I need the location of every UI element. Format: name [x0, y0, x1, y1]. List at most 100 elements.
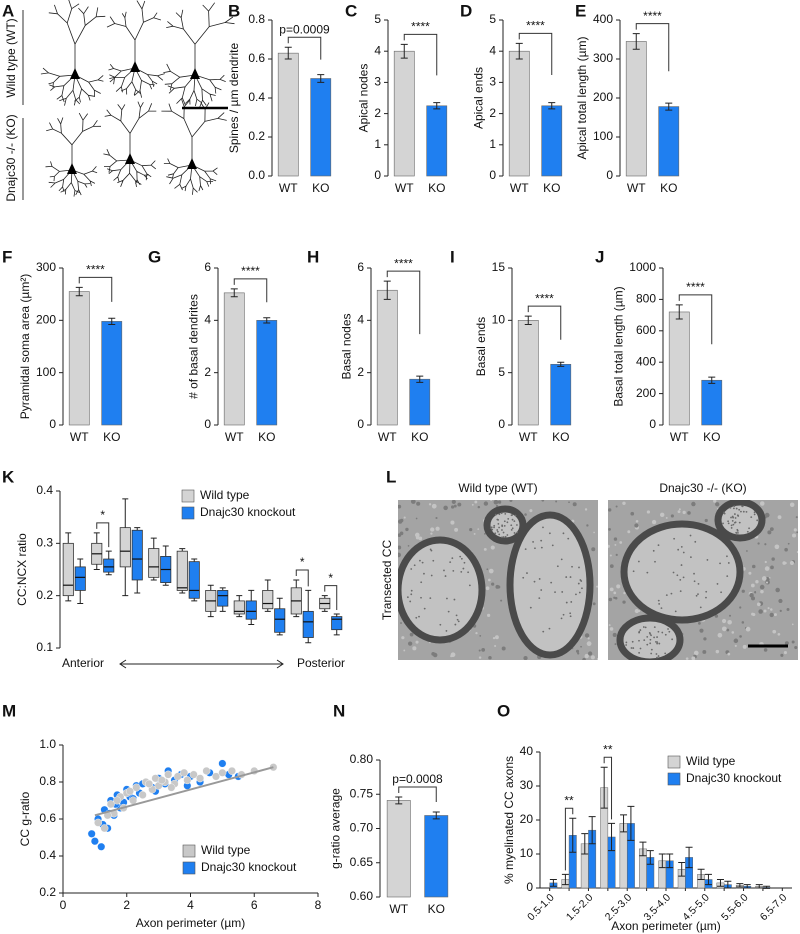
em-texture — [691, 501, 696, 507]
axoplasm — [502, 536, 505, 538]
em-texture — [615, 505, 618, 508]
y-axis-label: # of basal dendrites — [186, 294, 200, 399]
axoplasm — [654, 560, 656, 563]
axoplasm — [511, 518, 514, 521]
em-texture — [763, 609, 767, 613]
axoplasm — [735, 533, 738, 536]
axoplasm — [750, 516, 753, 519]
significance-label: **** — [643, 9, 662, 23]
significance-label: * — [100, 508, 105, 522]
y-tick-label: 400 — [636, 354, 656, 368]
em-texture — [453, 504, 457, 508]
point — [180, 768, 189, 777]
significance-bracket — [398, 786, 437, 803]
axoplasm — [561, 591, 564, 593]
panel-letter: M — [2, 701, 16, 720]
axoplasm — [462, 567, 465, 570]
error-bar — [632, 33, 640, 50]
y-axis-label: Apical total length (µm) — [575, 37, 589, 160]
em-texture — [577, 652, 580, 655]
em-texture — [721, 626, 727, 632]
axoplasm — [738, 521, 741, 524]
em-texture — [592, 602, 596, 606]
x-tick-label: WT — [279, 181, 298, 195]
em-texture — [509, 500, 513, 503]
axoplasm — [507, 517, 510, 520]
significance-bracket — [287, 36, 322, 60]
em-texture — [623, 591, 626, 595]
em-texture — [590, 655, 595, 660]
axoplasm — [730, 527, 733, 529]
em-texture — [587, 637, 590, 640]
em-texture — [488, 655, 492, 660]
em-texture — [495, 504, 499, 508]
em-texture — [634, 608, 639, 614]
em-texture — [622, 600, 626, 604]
em-texture — [748, 571, 752, 575]
axoplasm — [516, 531, 519, 534]
error-bar — [108, 317, 116, 326]
em-texture — [609, 564, 614, 569]
bar — [658, 106, 680, 177]
axoplasm — [460, 570, 463, 573]
soma — [130, 61, 140, 72]
axoplasm — [671, 638, 674, 641]
axoplasm — [649, 638, 652, 641]
axoplasm — [723, 511, 725, 514]
y-tick-label: 2 — [374, 106, 381, 120]
axoplasm — [439, 623, 442, 626]
em-texture — [491, 582, 495, 586]
x-tick-label: KO — [258, 430, 275, 444]
em-texture — [608, 544, 610, 548]
em-texture — [483, 547, 487, 551]
axoplasm — [510, 528, 513, 531]
em-texture — [401, 636, 405, 640]
y-tick-label: 3 — [489, 75, 496, 89]
em-texture — [416, 501, 421, 506]
bar — [256, 320, 278, 426]
axoplasm — [638, 639, 640, 642]
x-axis-label: Axon perimeter (µm) — [136, 916, 246, 930]
em-texture — [568, 501, 570, 504]
box — [245, 600, 257, 620]
em-texture — [493, 500, 499, 505]
em-texture — [717, 632, 723, 638]
axoplasm — [672, 571, 675, 574]
y-tick-label: 5 — [498, 365, 505, 379]
em-texture — [613, 591, 617, 595]
y-tick-label: 0.4 — [248, 90, 265, 104]
axoplasm — [534, 547, 536, 550]
axoplasm — [643, 639, 646, 642]
axoplasm — [734, 521, 737, 524]
direction-arrow — [119, 659, 284, 669]
axoplasm — [468, 584, 471, 587]
error-bar — [548, 102, 556, 110]
y-axis-label: Spines / µm dendrite — [227, 43, 241, 154]
y-tick-label: 200 — [36, 313, 56, 327]
axoplasm — [511, 527, 514, 530]
axoplasm — [735, 531, 738, 534]
y-axis-label: Basal total length (µm) — [611, 286, 625, 406]
whisker — [150, 537, 157, 581]
x-tick-label: KO — [428, 181, 445, 195]
em-texture — [742, 644, 747, 649]
box — [62, 542, 74, 597]
x-tick-label: 5.5-6.0 — [719, 891, 751, 923]
neuron-tracings — [40, 0, 235, 197]
x-tick-label: 4 — [187, 898, 194, 912]
legend-swatch — [182, 844, 196, 858]
axoplasm — [420, 581, 423, 584]
axoplasm — [727, 520, 730, 523]
myelin — [714, 500, 766, 542]
em-texture — [646, 510, 650, 514]
y-tick-label: 600 — [636, 323, 656, 337]
em-texture — [400, 622, 402, 624]
axoplasm — [581, 587, 583, 590]
error-bar — [627, 805, 635, 841]
axoplasm — [637, 560, 640, 563]
axoplasm — [516, 524, 518, 526]
em-texture — [475, 631, 478, 635]
em-texture — [770, 565, 774, 570]
axoplasm — [639, 629, 642, 631]
error-bar — [263, 317, 271, 324]
